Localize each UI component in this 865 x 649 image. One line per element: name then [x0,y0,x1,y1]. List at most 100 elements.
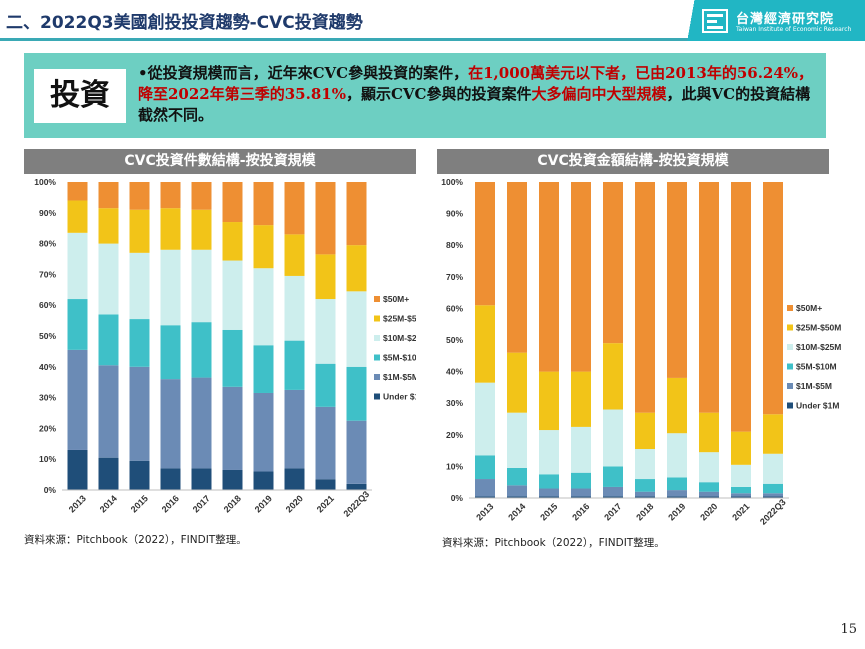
y-tick-label: 20% [39,423,56,433]
title-bar: 二、2022Q3美國創投投資趨勢-CVC投資趨勢 台灣經濟研究院 Taiwan … [0,0,865,44]
legend-swatch [374,296,380,302]
bar-segment [763,483,783,494]
bar-segment [635,182,655,413]
bar-segment [763,414,783,454]
chart-left: 0% 10% 20% 30% 40% 50% 60% 70% 80% 90% 100% 2013 201… [34,177,416,519]
bar-segment [129,366,150,461]
bar-segment [731,464,751,487]
y-tick-label: 80% [39,239,56,249]
bar-segment [253,471,274,490]
y-tick-label: 50% [39,331,56,341]
chart-left-title: CVC投資件數結構-按投資規模 [24,149,416,174]
y-tick-label: 0% [451,493,464,503]
bar-segment [284,182,305,235]
bar-segment [699,491,719,497]
bar-segment [507,182,527,353]
y-tick-label: 20% [446,430,463,440]
bar-segment [475,479,495,497]
x-tick-label: 2016 [570,501,591,522]
bar-segment [222,386,243,470]
legend-swatch [787,402,793,409]
bar-segment [67,182,88,201]
bar-segment [284,468,305,490]
bar-segment [603,182,623,344]
legend-label: $50M+ [383,294,409,304]
bar-segment [191,377,212,469]
legend-label: $5M-$10M [796,362,837,372]
y-tick-label: 10% [446,461,463,471]
banner-text-part1: •從投資規模而言，近年來CVC參與投資的案件， [138,64,469,82]
x-tick-label: 2014 [506,501,527,522]
bar-segment [699,182,719,413]
bar-segment [731,486,751,494]
y-tick-label: 50% [446,335,463,345]
x-tick-label: 2013 [474,501,495,522]
x-tick-label: 2021 [730,501,751,522]
x-tick-label: 2022Q3 [758,497,788,527]
bar-segment [539,182,559,372]
bar-segment [315,182,336,255]
bar-segment [507,467,527,486]
bar-segment [699,452,719,483]
bar-segment [475,496,495,498]
bar-segment [129,252,150,320]
bar-segment [253,225,274,269]
x-tick-label: 2018 [222,493,243,514]
y-tick-label: 90% [446,209,463,219]
bar-segment [222,182,243,223]
legend-swatch [374,315,380,322]
bar-segment [763,182,783,415]
bar-segment [67,299,88,350]
legend-swatch [374,354,380,361]
bar-segment [253,345,274,393]
bar-segment [763,493,783,497]
y-tick-label: 60% [446,303,463,313]
bar-segment [253,268,274,346]
chart-right-title: CVC投資金額結構-按投資規模 [437,149,829,174]
legend-label: Under $1M [383,392,416,402]
bar-segment [346,366,367,421]
bar-segment [731,182,751,432]
y-tick-label: 90% [39,208,56,218]
bar-segment [284,340,305,390]
bar-segment [667,490,687,497]
y-tick-label: 30% [446,398,463,408]
x-tick-label: 2020 [698,501,719,522]
x-tick-label: 2021 [315,493,336,514]
bar-segment [346,420,367,484]
legend-label: $25M-$50M [383,314,416,324]
bar-segment [129,319,150,367]
bar-segment [635,412,655,450]
bar-segment [253,392,274,472]
bar-segment [222,260,243,330]
bar-segment [507,496,527,498]
y-tick-label: 40% [446,367,463,377]
bar-segment [571,488,591,497]
bar-segment [603,343,623,410]
bar-segment [98,365,119,458]
summary-banner: 投資 •從投資規模而言，近年來CVC參與投資的案件，在1,000萬美元以下者，已… [24,53,826,138]
page-number: 15 [840,622,857,637]
bar-segment [284,389,305,469]
y-tick-label: 100% [34,177,56,187]
tier-logo: 台灣經濟研究院 Taiwan Institute of Economic Res… [702,6,862,38]
bar-segment [667,182,687,378]
bar-segment [67,449,88,490]
bar-segment [667,477,687,491]
banner-text-highlight2: 大多偏向中大型規模 [531,85,667,103]
bar-segment [346,291,367,367]
bar-segment [222,329,243,387]
banner-text: •從投資規模而言，近年來CVC參與投資的案件，在1,000萬美元以下者，已由20… [138,63,818,126]
bar-segment [253,182,274,226]
bar-segment [603,496,623,498]
bar-segment [346,483,367,490]
legend-swatch [787,344,793,350]
bar-segment [667,496,687,498]
bar-segment [635,449,655,480]
bar-segment [191,209,212,250]
x-tick-label: 2017 [602,501,623,522]
bar-segment [129,209,150,253]
bar-segment [635,491,655,497]
y-tick-label: 70% [446,272,463,282]
bar-segment [315,254,336,300]
